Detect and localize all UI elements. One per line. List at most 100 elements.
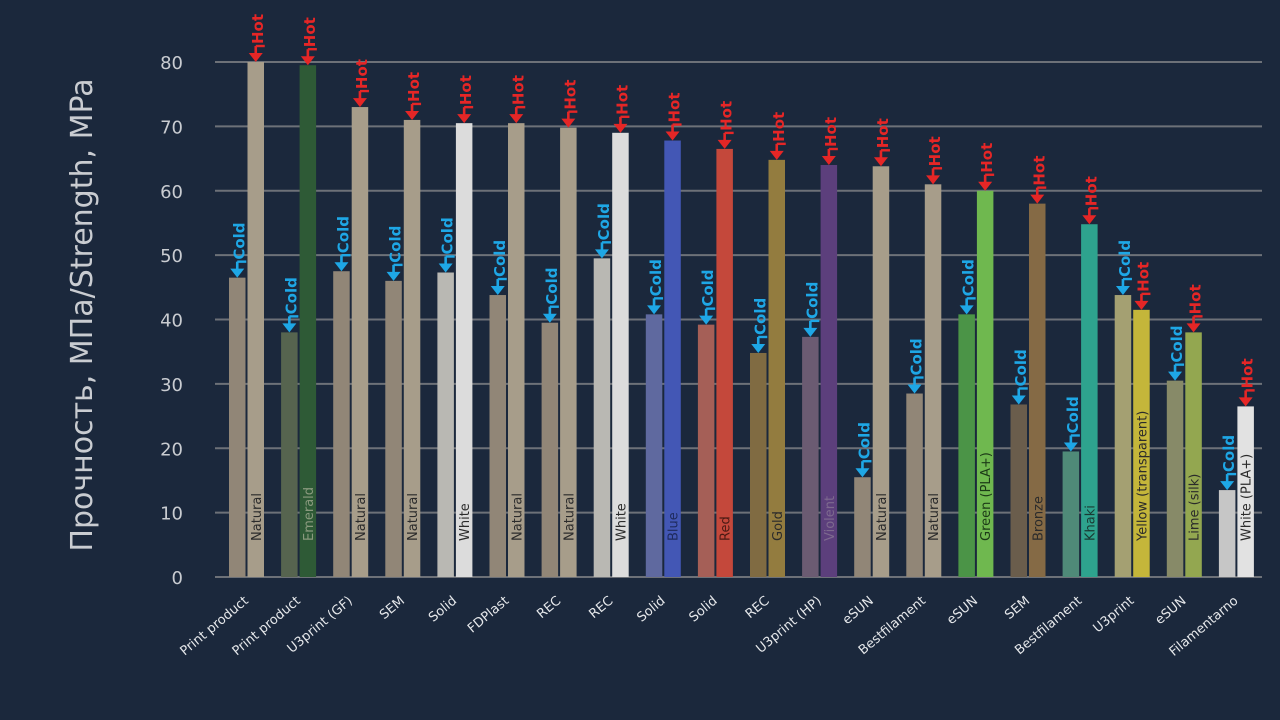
bar-hot xyxy=(508,123,525,577)
cold-arrow-head xyxy=(594,249,609,259)
cold-arrow-head xyxy=(334,262,349,272)
bar-variant-label: Violent xyxy=(823,496,838,541)
cold-arrow-head xyxy=(959,305,974,315)
hot-marker-label: Hot xyxy=(1030,156,1048,186)
cold-marker-label: Cold xyxy=(1116,240,1134,277)
bar-hot xyxy=(768,159,785,577)
hot-marker-label: Hot xyxy=(1187,284,1205,314)
hot-arrow-head xyxy=(352,98,367,108)
hot-marker-label: Hot xyxy=(301,17,319,47)
cold-marker-label: Cold xyxy=(543,268,561,305)
bar-cold xyxy=(697,324,715,577)
bar-variant-label: Blue xyxy=(667,512,682,541)
cold-arrow-head xyxy=(438,263,453,273)
bar-variant-label: Natural xyxy=(875,493,890,541)
hot-arrow-head xyxy=(509,114,524,124)
cold-marker-label: Cold xyxy=(960,259,978,296)
x-category-label: eSUN xyxy=(1153,594,1190,628)
cold-marker-label: Cold xyxy=(439,217,457,254)
bar-hot xyxy=(1133,309,1150,577)
hot-arrow-head xyxy=(665,131,680,141)
hot-arrow-head xyxy=(300,56,315,66)
bar-hot xyxy=(455,123,473,577)
y-tick-label: 50 xyxy=(160,246,183,267)
bar-cold xyxy=(489,295,506,577)
bar-variant-label: Bronze xyxy=(1031,496,1046,541)
bar-cold xyxy=(385,280,402,577)
bar-cold xyxy=(854,477,871,577)
bar-variant-label: Natural xyxy=(406,493,421,541)
cold-arrow-head xyxy=(699,315,714,325)
bar-cold xyxy=(333,271,350,577)
bar-variant-label: Emerald xyxy=(302,487,317,541)
bar-hot xyxy=(247,62,264,577)
bar-cold xyxy=(958,314,975,577)
bar-hot xyxy=(299,65,317,577)
hot-arrow-head xyxy=(1238,397,1253,407)
cold-arrow-head xyxy=(282,323,297,333)
bar-cold xyxy=(593,258,611,577)
cold-arrow-head xyxy=(1220,481,1235,491)
cold-arrow-head xyxy=(490,286,505,296)
bar-hot xyxy=(976,190,994,577)
x-category-label: REC xyxy=(534,594,564,622)
bar-variant-label: Natural xyxy=(354,493,369,541)
cold-marker-label: Cold xyxy=(803,282,821,319)
bars: ColdHotNaturalColdHotEmeraldColdHotNatur… xyxy=(229,14,1257,577)
bar-hot xyxy=(820,165,838,577)
cold-arrow-head xyxy=(751,343,766,353)
bar-cold xyxy=(281,332,298,577)
bar-cold xyxy=(1114,295,1132,577)
cold-arrow-head xyxy=(1063,442,1078,452)
bar-hot xyxy=(1237,406,1254,577)
y-axis-ticks: 0 10 20 30 40 50 60 70 80 xyxy=(160,53,183,589)
x-category-label: FDPlast xyxy=(465,594,512,637)
bar-hot xyxy=(1185,332,1202,577)
cold-arrow-head xyxy=(647,305,662,315)
y-tick-label: 70 xyxy=(160,117,183,138)
bar-hot xyxy=(872,166,890,577)
bar-cold xyxy=(802,336,819,577)
hot-arrow-head xyxy=(978,181,993,191)
hot-marker-label: Hot xyxy=(249,14,267,44)
hot-arrow-head xyxy=(873,157,888,167)
cold-marker-label: Cold xyxy=(230,222,248,259)
gridlines xyxy=(215,61,1262,578)
cold-marker-label: Cold xyxy=(751,298,769,335)
y-tick-label: 60 xyxy=(160,182,183,203)
y-tick-label: 10 xyxy=(160,504,183,525)
hot-marker-label: Hot xyxy=(457,75,475,105)
bar-variant-label: White xyxy=(614,503,629,541)
hot-arrow-head xyxy=(1030,194,1045,204)
cold-marker-label: Cold xyxy=(491,240,509,277)
x-category-label: REC xyxy=(586,594,616,622)
bar-cold xyxy=(645,314,663,577)
bar-cold xyxy=(229,277,246,577)
bar-variant-label: Lime (silk) xyxy=(1188,474,1203,541)
hot-arrow-head xyxy=(1082,215,1097,225)
cold-marker-label: Cold xyxy=(334,216,352,253)
y-tick-label: 0 xyxy=(172,568,183,589)
hot-arrow-head xyxy=(561,118,576,128)
hot-arrow-head xyxy=(457,114,472,124)
hot-marker-label: Hot xyxy=(353,59,371,89)
bar-variant-label: Natural xyxy=(510,493,525,541)
cold-marker-label: Cold xyxy=(282,277,300,314)
hot-arrow-head xyxy=(405,110,420,120)
y-tick-label: 40 xyxy=(160,311,183,332)
x-category-label: Solid xyxy=(634,594,668,626)
cold-arrow-head xyxy=(803,327,818,337)
bar-variant-label: Red xyxy=(719,516,734,541)
hot-marker-label: Hot xyxy=(405,72,423,102)
hot-marker-label: Hot xyxy=(1134,262,1152,292)
x-category-label: SEM xyxy=(1002,594,1033,623)
cold-marker-label: Cold xyxy=(1168,325,1186,362)
hot-marker-label: Hot xyxy=(874,118,892,148)
hot-arrow-head xyxy=(717,139,732,149)
bar-hot xyxy=(664,140,681,577)
bar-variant-label: White xyxy=(458,503,473,541)
cold-marker-label: Cold xyxy=(1220,435,1238,472)
x-category-label: SEM xyxy=(377,594,408,623)
